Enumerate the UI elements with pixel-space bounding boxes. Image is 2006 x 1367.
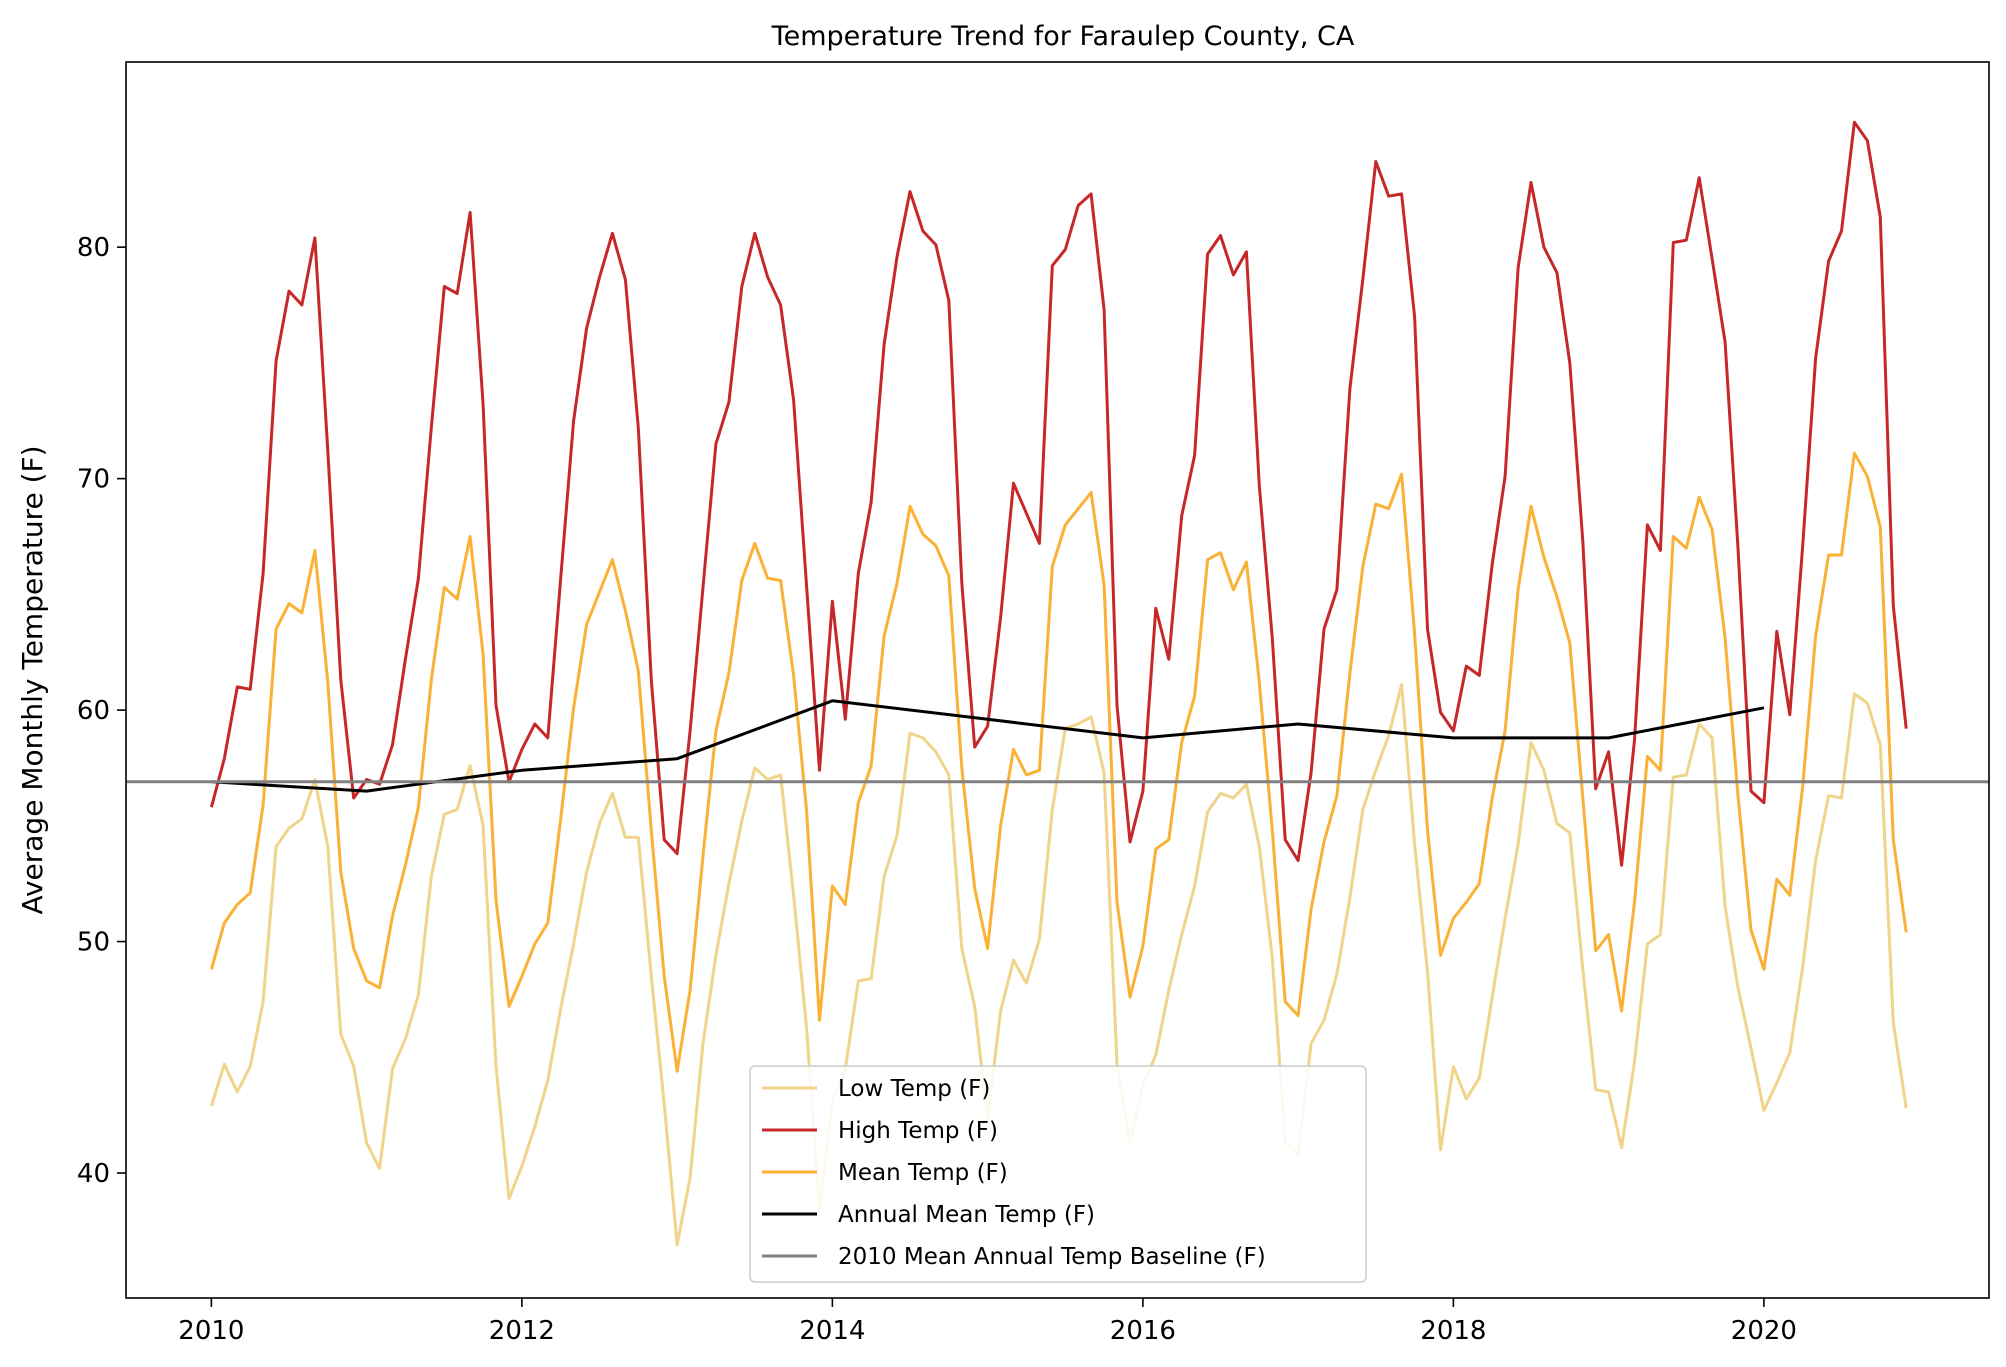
legend-label-2010-mean-annual-temp-baseline-f: 2010 Mean Annual Temp Baseline (F): [838, 1244, 1266, 1270]
legend: Low Temp (F) High Temp (F) Mean Temp (F) An…: [749, 1065, 1367, 1283]
legend-box: [749, 1065, 1367, 1283]
legend-label-low-temp-f: Low Temp (F): [838, 1076, 990, 1102]
x-tick-label: 2018: [1420, 1316, 1486, 1346]
legend-label-high-temp-f: High Temp (F): [838, 1118, 998, 1144]
y-tick-label: 50: [77, 928, 110, 958]
series-line-high-temp-f: [209, 120, 1908, 867]
chart-title: Temperature Trend for Faraulep County, C…: [771, 21, 1355, 52]
series-layer: [126, 120, 1989, 1247]
x-tick-label: 2014: [799, 1316, 865, 1346]
y-tick-label: 40: [77, 1159, 110, 1189]
series-line-annual-mean-temp-f: [211, 699, 1765, 793]
plot-frame: [125, 61, 1990, 1299]
y-tick-label: 70: [77, 465, 110, 495]
y-axis-label: Average Monthly Temperature (F): [16, 445, 49, 914]
x-tick-label: 2012: [489, 1316, 555, 1346]
x-tick-label: 2016: [1110, 1316, 1176, 1346]
x-tick-label: 2010: [178, 1316, 244, 1346]
legend-label-mean-temp-f: Mean Temp (F): [838, 1160, 1008, 1186]
x-axis: 2010 2012 2014 2016 2018 2020: [178, 1298, 1797, 1346]
y-tick-label: 80: [77, 233, 110, 263]
y-axis: 40 50 60 70 80: [77, 233, 126, 1189]
series-line-mean-temp-f: [209, 451, 1908, 1073]
x-tick-label: 2020: [1731, 1316, 1797, 1346]
series-line-low-temp-f: [209, 683, 1908, 1247]
y-tick-label: 60: [77, 696, 110, 726]
legend-label-annual-mean-temp-f: Annual Mean Temp (F): [838, 1202, 1095, 1228]
